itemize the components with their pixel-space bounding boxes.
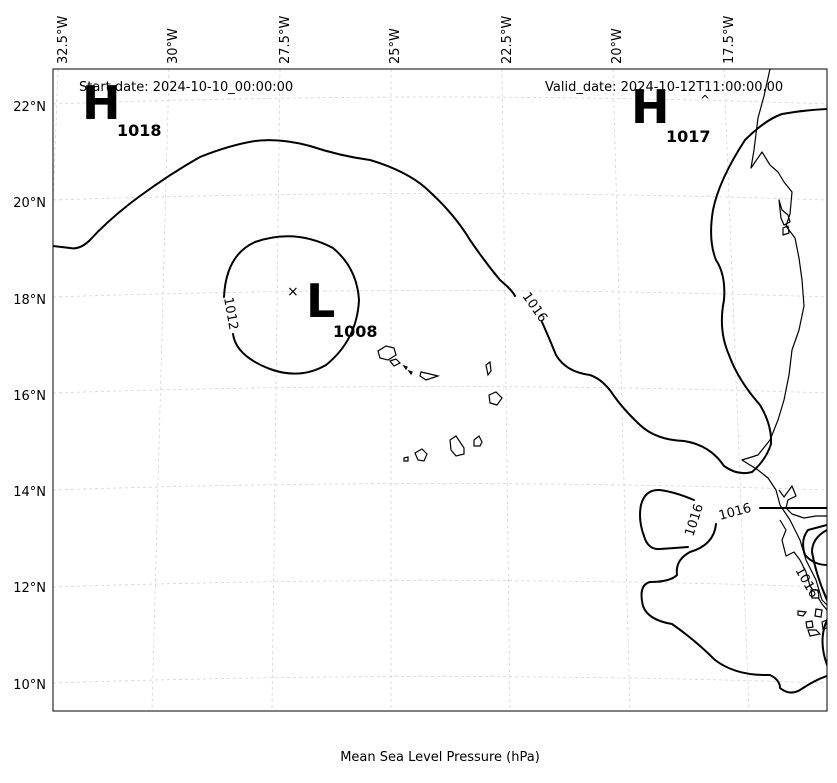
map-caption: Mean Sea Level Pressure (hPa) [340,750,540,765]
isobar-1012-low [223,235,360,375]
low-pressure-value: 1008 [333,322,378,341]
lon-label-17-5w: 17.5°W [722,16,737,64]
lon-label-25w: 25°W [388,28,403,64]
latitude-labels: 22°N 20°N 18°N 16°N 14°N 12°N 10°N [13,100,46,693]
isobar-1016-far-east [821,619,827,666]
lat-label-12n: 12°N [13,581,46,596]
contour-label-1012: 1012 [220,296,241,331]
low-center-marker-icon: × [287,284,299,300]
small-high-caret-icon: ^ [700,93,710,107]
lon-label-22-5w: 22.5°W [500,16,515,64]
isobar-1016-east [541,108,827,475]
isobar-1016-north [53,139,516,297]
lat-label-16n: 16°N [13,389,46,404]
map-frame [52,68,828,712]
map-plot-area: 1012 1016 1016 1016 1016 H 1018 H 1017 ^… [53,69,827,711]
graticule [53,69,827,711]
high-pressure-symbol-east: H [631,80,670,134]
lat-label-14n: 14°N [13,485,46,500]
longitude-labels: 32.5°W 30°W 27.5°W 25°W 22.5°W 20°W 17.5… [56,16,737,64]
high-pressure-symbol-west: H [82,76,121,130]
start-date-label: Start date: 2024-10-10_00:00:00 [79,80,293,95]
cape-verde-islands [377,345,503,462]
high-pressure-value-east: 1017 [666,127,711,146]
lon-label-20w: 20°W [610,28,625,64]
high-pressure-value-west: 1018 [117,121,162,140]
lat-label-10n: 10°N [13,678,46,693]
valid-date-label: Valid_date: 2024-10-12T11:00:00.00 [545,80,783,95]
low-pressure-symbol: L [306,274,335,328]
coastal-islands [797,589,827,637]
isobar-1016-small-loop [639,488,695,551]
isobars [53,108,827,694]
pressure-centers: H 1018 H 1017 ^ L 1008 × [82,76,711,341]
isobar-1016-south [640,523,827,694]
isobar-1016-east-inner [811,529,827,601]
lon-label-32-5w: 32.5°W [56,16,71,64]
isobar-1016-coast-branch [802,524,827,566]
lat-label-20n: 20°N [13,196,46,211]
lat-label-18n: 18°N [13,293,46,308]
lon-label-30w: 30°W [166,28,181,64]
lat-label-22n: 22°N [13,100,46,115]
lon-label-27-5w: 27.5°W [278,16,293,64]
